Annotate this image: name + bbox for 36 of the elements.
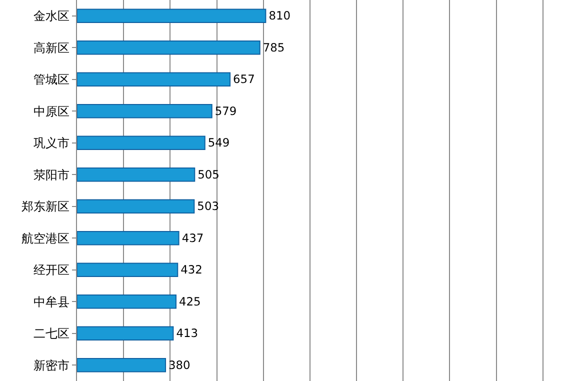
data-label: 413 xyxy=(176,326,198,340)
y-tick-label: 二七区 xyxy=(34,326,70,341)
data-label: 810 xyxy=(268,8,290,23)
y-tick-label: 中原区 xyxy=(34,104,70,118)
data-label: 657 xyxy=(233,72,255,86)
data-label: 505 xyxy=(198,167,220,182)
bar xyxy=(77,104,212,118)
y-tick-label: 郑东新区 xyxy=(22,200,70,214)
bar xyxy=(77,326,174,341)
bar xyxy=(77,72,231,87)
y-tick-label: 高新区 xyxy=(34,40,70,55)
y-tick-label: 管城区 xyxy=(34,72,70,87)
data-label: 425 xyxy=(179,294,201,308)
bar xyxy=(77,358,166,372)
y-tick-label: 新密市 xyxy=(34,358,70,372)
data-label: 380 xyxy=(168,358,190,372)
data-label: 432 xyxy=(180,262,202,277)
y-tick-label: 巩义市 xyxy=(34,136,70,150)
data-label: 785 xyxy=(262,40,285,54)
y-tick-label: 荥阳市 xyxy=(34,168,70,182)
bar xyxy=(77,8,266,24)
data-label: 579 xyxy=(214,104,237,118)
y-tick-label: 金水区 xyxy=(34,9,70,24)
bar xyxy=(77,262,178,278)
bar xyxy=(77,167,196,182)
data-label: 503 xyxy=(197,199,219,214)
bar xyxy=(77,199,195,214)
data-label: 437 xyxy=(182,230,204,245)
data-label: 549 xyxy=(208,136,230,150)
bar xyxy=(77,294,176,309)
y-tick-label: 中牟县 xyxy=(34,294,70,309)
bar xyxy=(77,136,206,150)
y-tick-label: 航空港区 xyxy=(22,231,70,246)
bar xyxy=(77,40,260,55)
y-tick-label: 经开区 xyxy=(34,263,70,278)
bar xyxy=(77,230,180,246)
